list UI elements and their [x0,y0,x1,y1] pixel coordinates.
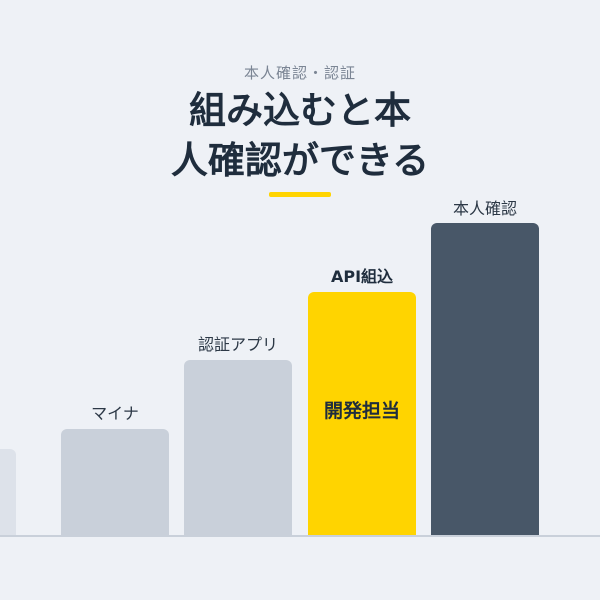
baseline [0,535,600,537]
bar-auth-app [184,360,292,536]
accent-underline [269,192,331,197]
headline-line-1: 組み込むと本 [189,89,411,132]
bar-label-myna: マイナ [91,404,139,423]
headline: 組み込むと本 人確認ができる [0,86,600,186]
headline-line-2: 人確認ができる [170,139,430,182]
bar-identity [431,223,539,536]
bar-api-inner-label: 開発担当 [323,400,400,422]
bar-label-api: API組込 [330,267,394,286]
bar-api: 開発担当 [308,292,416,536]
bar-label-identity: 本人確認 [452,199,517,218]
eyebrow-label: 本人確認・認証 [243,64,356,82]
bar-stub [0,449,16,536]
bar-label-auth-app: 認証アプリ [197,335,278,354]
bar-myna [61,429,169,536]
